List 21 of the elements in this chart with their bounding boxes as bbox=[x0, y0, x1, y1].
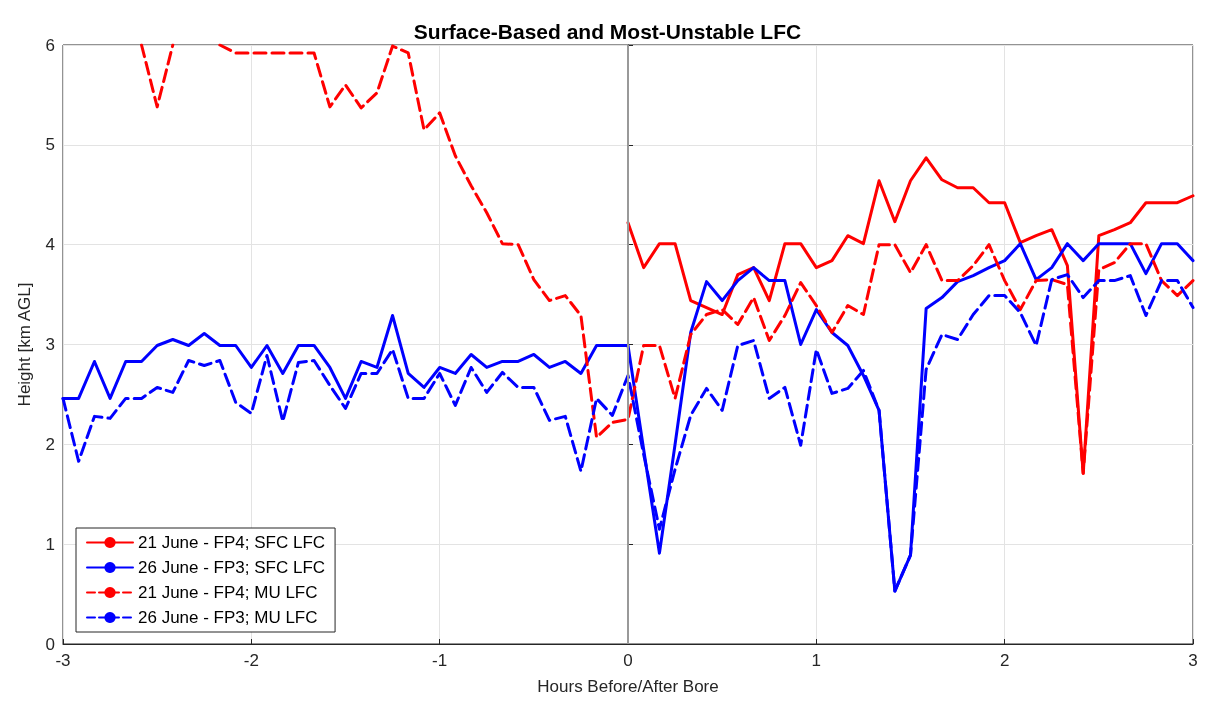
y-tick-label: 4 bbox=[45, 235, 55, 255]
legend-label: 21 June - FP4; SFC LFC bbox=[138, 533, 326, 552]
x-axis-title: Hours Before/After Bore bbox=[537, 677, 719, 696]
x-tick-label: -1 bbox=[432, 651, 448, 670]
legend-label: 26 June - FP3; SFC LFC bbox=[138, 558, 326, 577]
chart-title: Surface-Based and Most-Unstable LFC bbox=[413, 20, 802, 43]
y-tick-label: 1 bbox=[45, 534, 55, 554]
y-tick-label: 3 bbox=[45, 335, 55, 354]
y-tick-label: 2 bbox=[45, 434, 55, 454]
legend-label: 26 June - FP3; MU LFC bbox=[138, 608, 318, 627]
y-axis-title: Height [km AGL] bbox=[15, 282, 34, 407]
y-tick-label: 5 bbox=[45, 135, 55, 155]
x-tick-label: 2 bbox=[999, 651, 1010, 670]
y-tick-label: 0 bbox=[45, 634, 55, 654]
x-tick-label: 1 bbox=[811, 651, 822, 670]
y-tick-label: 6 bbox=[45, 35, 55, 55]
x-tick-label: 0 bbox=[623, 651, 633, 670]
x-tick-label: 3 bbox=[1188, 651, 1198, 670]
x-tick-label: -3 bbox=[55, 651, 71, 670]
x-tick-label: -2 bbox=[243, 651, 259, 670]
legend-label: 21 June - FP4; MU LFC bbox=[138, 583, 318, 602]
